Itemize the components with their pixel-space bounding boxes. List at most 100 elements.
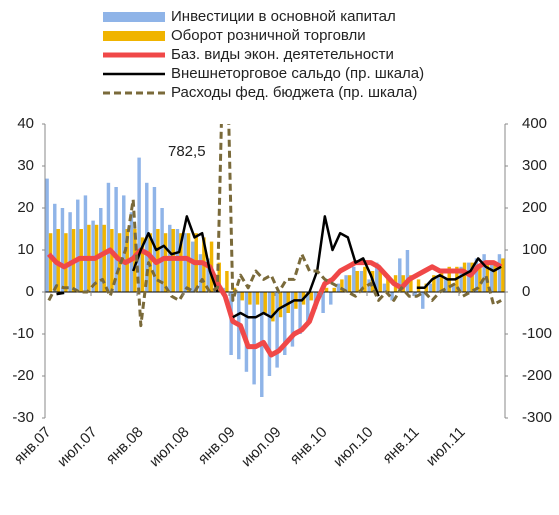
bar — [363, 266, 367, 292]
x-tick-label: янв.09 — [195, 424, 239, 468]
bar — [148, 233, 152, 292]
line — [46, 247, 503, 358]
bar — [336, 283, 341, 292]
bar — [309, 292, 313, 301]
bar — [390, 292, 394, 301]
bar — [290, 292, 295, 347]
bar — [378, 271, 382, 292]
bar — [248, 292, 252, 305]
bar — [278, 292, 283, 318]
bar — [386, 275, 390, 292]
bar — [152, 187, 157, 292]
annotation: 782,5 — [168, 143, 206, 160]
bar — [497, 254, 502, 292]
y2-tick-label: 400 — [522, 115, 547, 132]
y2-tick-label: 200 — [522, 199, 547, 216]
bar — [490, 262, 494, 292]
y-tick-label: 30 — [17, 157, 34, 174]
bar — [64, 233, 68, 292]
bar — [405, 250, 410, 292]
y-tick-label: -30 — [12, 409, 34, 426]
bar — [99, 208, 103, 292]
bar — [225, 271, 229, 292]
bar — [359, 271, 364, 292]
bar — [198, 254, 203, 292]
y2-tick-label: 300 — [522, 157, 547, 174]
bar — [83, 195, 88, 292]
bar — [340, 279, 344, 292]
bar — [106, 182, 111, 292]
bar — [133, 229, 137, 292]
bar — [298, 292, 302, 334]
legend-label: Инвестиции в основной капитал — [171, 8, 396, 25]
bar — [444, 279, 448, 292]
bar — [436, 275, 440, 292]
x-tick-label: янв.11 — [379, 424, 422, 467]
bar — [332, 287, 336, 292]
bar — [45, 178, 49, 292]
y2-tick-label: 0 — [522, 283, 530, 300]
x-tick-label: янв.10 — [287, 424, 331, 468]
bar — [421, 292, 425, 309]
bar — [424, 283, 428, 292]
y-tick-label: -20 — [12, 367, 34, 384]
bar — [271, 292, 275, 322]
bar — [114, 187, 118, 292]
bar — [129, 212, 134, 292]
bar — [244, 292, 249, 372]
y-tick-label: 0 — [26, 283, 34, 300]
bar — [428, 283, 433, 292]
bar — [122, 195, 126, 292]
bar — [459, 266, 463, 292]
y2-tick-label: -100 — [522, 325, 552, 342]
x-tick-label: июл.10 — [330, 424, 377, 471]
bar — [329, 292, 333, 305]
legend-swatch — [103, 12, 165, 22]
bar — [375, 262, 379, 292]
bar — [263, 292, 267, 313]
bar — [183, 233, 187, 292]
bar — [56, 229, 60, 292]
bar — [275, 292, 279, 368]
legend-label: Расходы фед. бюджета (пр. шкала) — [171, 84, 417, 101]
bar — [283, 292, 287, 355]
legend-label: Внешнеторговое сальдо (пр. шкала) — [171, 65, 424, 82]
bar — [163, 233, 168, 292]
bar — [160, 208, 164, 292]
bar — [321, 292, 325, 313]
bar — [398, 258, 402, 292]
bar — [267, 292, 272, 376]
y-tick-label: -10 — [12, 325, 34, 342]
bar — [474, 258, 479, 292]
x-tick-label: июл.09 — [238, 424, 285, 471]
bar — [352, 266, 356, 292]
bar — [102, 224, 106, 292]
bar — [68, 212, 72, 292]
bar — [451, 283, 456, 292]
bar — [482, 254, 486, 292]
bar — [413, 292, 417, 297]
y2-tick-label: 100 — [522, 241, 547, 258]
bar — [53, 203, 57, 292]
bar — [186, 233, 191, 292]
bar — [240, 292, 244, 301]
bar — [439, 271, 444, 292]
bar — [229, 292, 233, 355]
bar — [462, 262, 467, 292]
x-tick-label: июл.07 — [54, 424, 101, 471]
bar — [467, 262, 471, 292]
bar — [137, 157, 141, 292]
bar — [478, 266, 482, 292]
y-tick-label: 20 — [17, 199, 34, 216]
bar — [416, 279, 421, 292]
x-tick-label: янв.08 — [103, 424, 147, 468]
y-tick-label: 40 — [17, 115, 34, 132]
bar — [344, 275, 348, 292]
bar — [255, 292, 260, 305]
y-tick-label: 10 — [17, 241, 34, 258]
bar — [60, 208, 65, 292]
bar — [306, 292, 310, 322]
bar — [382, 283, 387, 292]
bar — [432, 275, 436, 292]
bar — [110, 229, 114, 292]
